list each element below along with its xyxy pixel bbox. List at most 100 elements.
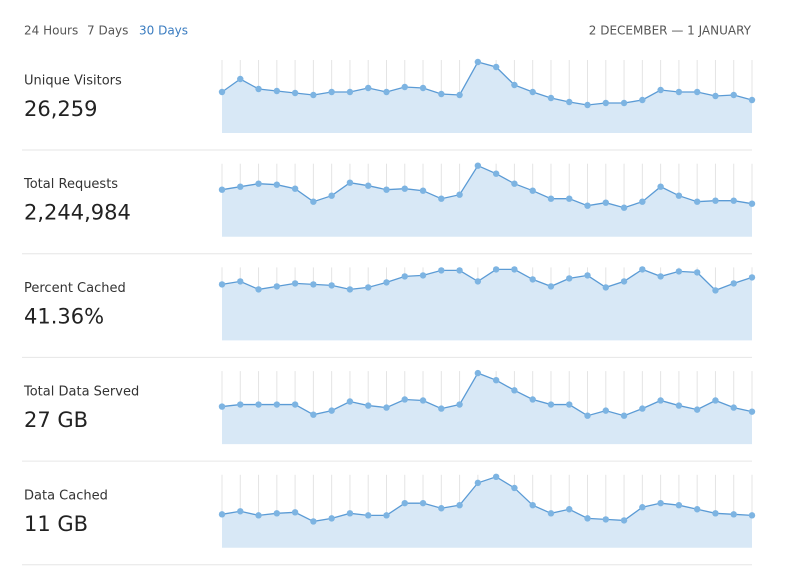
- data-point: [456, 91, 463, 99]
- data-point: [218, 88, 226, 96]
- data-point: [639, 266, 646, 273]
- data-point: [255, 85, 262, 93]
- data-point: [730, 404, 737, 411]
- data-point: [730, 91, 737, 99]
- data-point: [401, 273, 408, 280]
- data-point: [511, 266, 518, 273]
- data-point: [547, 195, 555, 202]
- data-point: [748, 512, 756, 519]
- data-point: [218, 403, 226, 410]
- data-point: [438, 195, 445, 202]
- data-point: [273, 181, 281, 188]
- metric-label: Data Cached: [24, 488, 108, 503]
- data-point: [291, 401, 299, 408]
- data-point: [675, 268, 683, 275]
- data-point: [383, 88, 390, 96]
- data-point: [218, 281, 226, 288]
- data-point: [602, 99, 609, 107]
- data-point: [365, 402, 372, 409]
- area-fill: [222, 165, 752, 237]
- data-point: [639, 96, 646, 104]
- data-point: [365, 182, 372, 189]
- range-tab[interactable]: 30 Days: [139, 24, 188, 38]
- data-point: [657, 183, 664, 190]
- data-point: [255, 180, 262, 187]
- data-point: [310, 411, 317, 418]
- data-point: [456, 401, 463, 408]
- data-point: [602, 516, 609, 523]
- data-point: [730, 511, 737, 518]
- data-point: [602, 284, 609, 291]
- data-point: [291, 185, 299, 192]
- data-point: [492, 377, 500, 384]
- data-point: [566, 98, 573, 106]
- data-point: [237, 278, 244, 285]
- data-point: [693, 506, 701, 513]
- data-point: [712, 197, 719, 204]
- data-point: [328, 407, 335, 414]
- data-point: [456, 267, 463, 274]
- metric-value: 11 GB: [24, 512, 88, 536]
- data-point: [492, 63, 500, 71]
- data-point: [602, 407, 609, 414]
- data-point: [419, 187, 427, 194]
- data-point: [547, 401, 555, 408]
- data-point: [639, 504, 646, 511]
- data-point: [620, 204, 628, 211]
- data-point: [237, 183, 244, 190]
- data-point: [310, 198, 317, 205]
- data-point: [401, 396, 408, 403]
- data-point: [383, 404, 390, 411]
- data-point: [273, 87, 281, 95]
- data-point: [492, 266, 500, 273]
- data-point: [255, 512, 262, 519]
- data-point: [419, 272, 427, 279]
- range-tab[interactable]: 24 Hours: [24, 24, 78, 38]
- data-point: [566, 195, 573, 202]
- data-point: [328, 515, 335, 522]
- data-point: [712, 92, 719, 100]
- data-point: [383, 512, 390, 519]
- metric-label: Total Data Served: [23, 385, 139, 400]
- data-point: [492, 170, 500, 177]
- data-point: [438, 405, 445, 412]
- data-point: [438, 90, 445, 98]
- data-point: [438, 267, 445, 274]
- data-point: [748, 96, 756, 104]
- data-point: [584, 272, 591, 279]
- area-fill: [222, 373, 752, 445]
- data-point: [712, 510, 719, 517]
- data-point: [602, 199, 609, 206]
- data-point: [620, 99, 628, 107]
- data-point: [748, 200, 756, 207]
- data-point: [693, 406, 701, 413]
- data-point: [383, 186, 390, 193]
- data-point: [346, 398, 354, 405]
- data-point: [511, 484, 518, 492]
- area-fill: [222, 62, 752, 133]
- data-point: [620, 517, 628, 524]
- data-point: [419, 84, 427, 92]
- data-point: [474, 58, 482, 66]
- data-point: [511, 180, 518, 187]
- data-point: [675, 402, 683, 409]
- data-point: [237, 508, 244, 515]
- metric-value: 2,244,984: [24, 201, 131, 225]
- data-point: [657, 273, 664, 280]
- range-tab[interactable]: 7 Days: [87, 24, 128, 38]
- data-point: [547, 283, 555, 290]
- date-range: 2 DECEMBER — 1 JANUARY: [589, 24, 752, 38]
- data-point: [675, 502, 683, 509]
- data-point: [255, 286, 262, 293]
- data-point: [547, 510, 555, 517]
- data-point: [456, 191, 463, 198]
- data-point: [529, 276, 536, 283]
- data-point: [346, 179, 354, 186]
- data-point: [346, 510, 354, 517]
- metric-label: Percent Cached: [24, 281, 126, 296]
- data-point: [748, 274, 756, 281]
- data-point: [566, 506, 573, 513]
- data-point: [639, 198, 646, 205]
- data-point: [748, 408, 756, 415]
